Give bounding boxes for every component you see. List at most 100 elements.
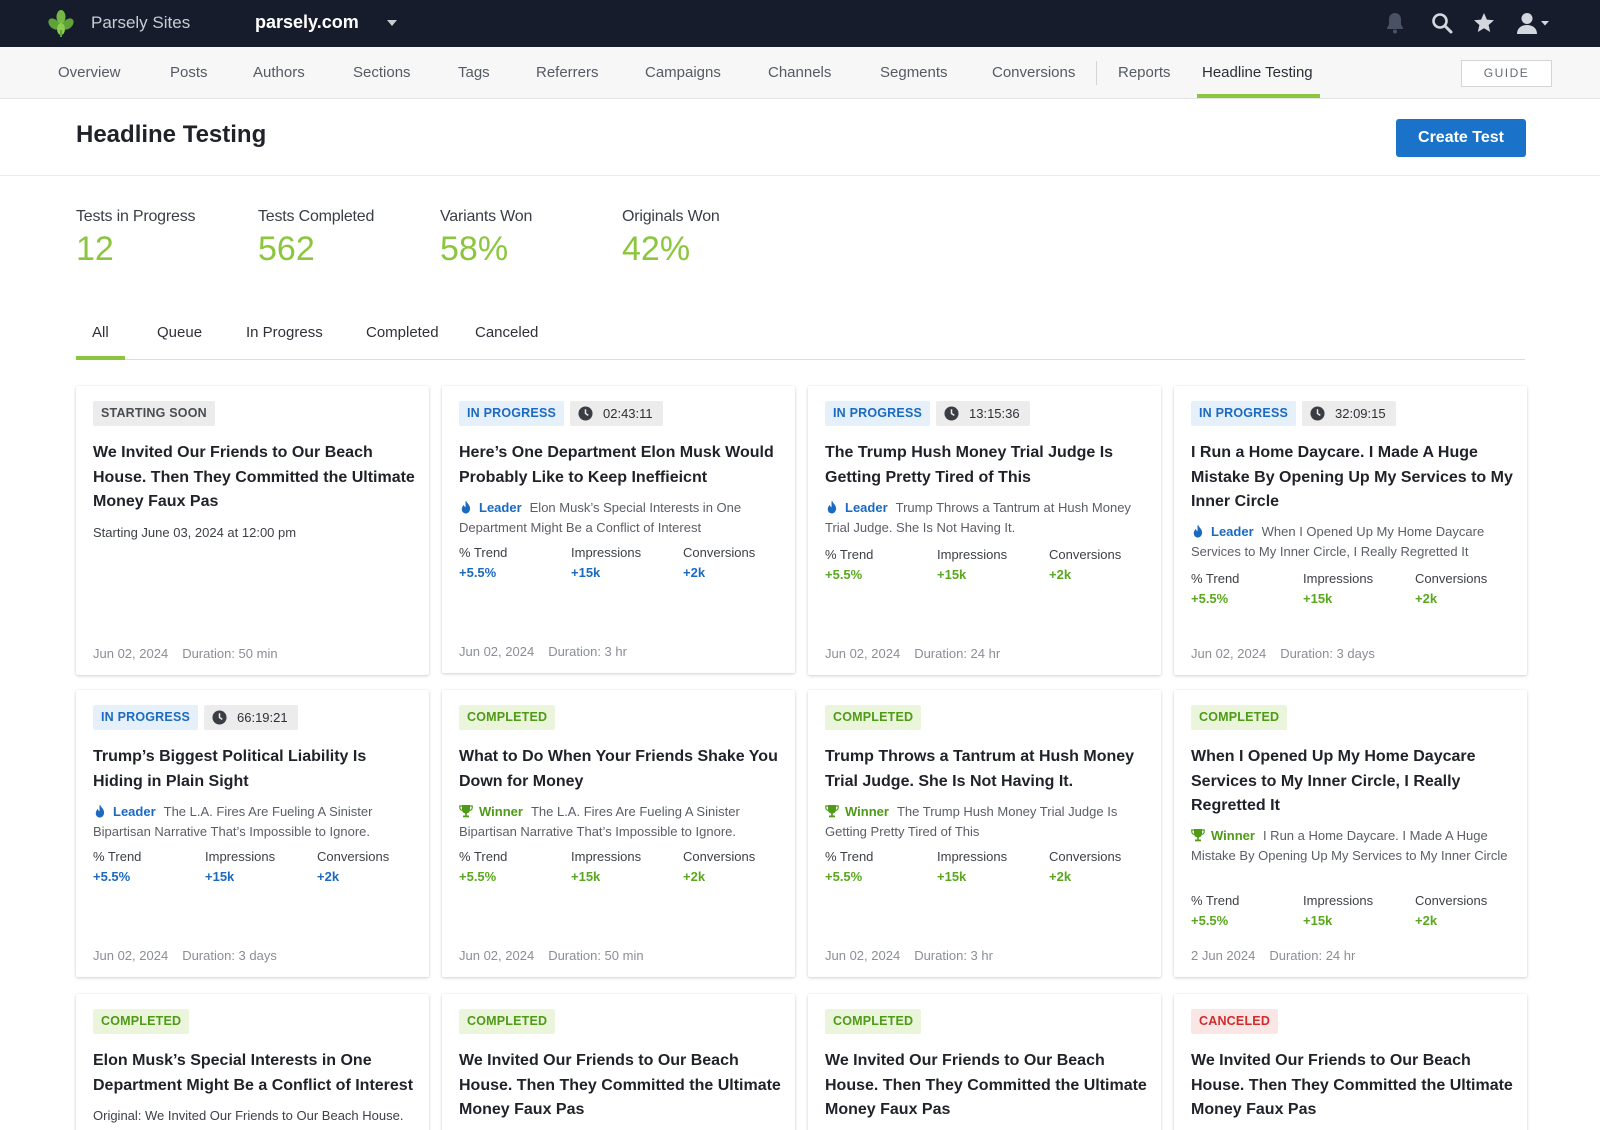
parsely-logo-icon[interactable]	[46, 8, 76, 38]
card-duration: Duration: 24 hr	[1269, 948, 1356, 963]
card-headline[interactable]: The Trump Hush Money Trial Judge Is Gett…	[825, 444, 1114, 486]
nav-channels[interactable]: Channels	[768, 64, 832, 81]
metric-value: +15k	[1303, 591, 1333, 606]
card-headline[interactable]: When I Opened Up My Home Daycare Service…	[1191, 748, 1476, 814]
trophy-icon	[1191, 829, 1205, 842]
metric-conversions: Conversions +2k	[317, 849, 389, 884]
status-badge: COMPLETED	[1191, 705, 1288, 730]
chevron-down-icon[interactable]	[387, 20, 397, 26]
metric-conversions: Conversions +2k	[1415, 571, 1487, 606]
start-time: Starting June 03, 2024 at 12:00 pm	[93, 525, 297, 540]
metric-conversions: Conversions +2k	[1415, 893, 1487, 928]
metric-conversions: Conversions +2k	[1049, 849, 1121, 884]
status-badge: COMPLETED	[825, 705, 922, 730]
metric-value: +5.5%	[459, 869, 497, 884]
stat-value: 12	[76, 230, 114, 268]
section-nav: Overview Posts Authors Sections Tags Ref…	[0, 47, 1600, 99]
guide-button[interactable]: GUIDE	[1461, 60, 1552, 87]
nav-headline-testing[interactable]: Headline Testing	[1202, 64, 1313, 81]
test-card[interactable]: COMPLETED Elon Musk’s Special Interests …	[76, 994, 429, 1130]
star-icon[interactable]	[1472, 11, 1496, 35]
metric-label: Impressions	[1303, 571, 1374, 586]
clock-icon	[944, 406, 959, 421]
card-headline[interactable]: Trump’s Biggest Political Liability Is H…	[93, 748, 367, 790]
tab-all[interactable]: All	[92, 324, 109, 341]
status-badge: COMPLETED	[93, 1009, 190, 1034]
status-badge: IN PROGRESS	[459, 401, 565, 426]
status-badge: COMPLETED	[459, 1009, 556, 1034]
metric-impressions: Impressions +15k	[1303, 571, 1373, 606]
timer-value: 66:19:21	[237, 710, 288, 725]
test-card[interactable]: COMPLETED What to Do When Your Friends S…	[442, 690, 795, 977]
test-card[interactable]: IN PROGRESS 32:09:15 I Run a Home Daycar…	[1174, 386, 1527, 675]
card-date: Jun 02, 2024	[459, 644, 535, 659]
metric-label: % Trend	[459, 849, 508, 864]
test-card[interactable]: IN PROGRESS 66:19:21 Trump’s Biggest Pol…	[76, 690, 429, 977]
nav-tags[interactable]: Tags	[458, 64, 490, 81]
nav-posts[interactable]: Posts	[170, 64, 208, 81]
metric-value: +5.5%	[825, 567, 863, 582]
nav-conversions[interactable]: Conversions	[992, 64, 1076, 81]
status-badge: STARTING SOON	[93, 401, 215, 426]
tab-queue[interactable]: Queue	[157, 324, 203, 341]
user-icon[interactable]	[1516, 11, 1550, 35]
card-headline[interactable]: We Invited Our Friends to Our Beach Hous…	[93, 444, 415, 510]
metric-label: Conversions	[1415, 571, 1488, 586]
metric-label: Impressions	[571, 545, 642, 560]
stat-value: 42%	[622, 230, 691, 268]
test-card[interactable]: STARTING SOON We Invited Our Friends to …	[76, 386, 429, 675]
timer: 02:43:11	[570, 401, 663, 426]
test-card[interactable]: COMPLETED When I Opened Up My Home Dayca…	[1174, 690, 1527, 977]
card-headline[interactable]: I Run a Home Daycare. I Made A Huge Mist…	[1191, 444, 1513, 510]
site-selector[interactable]: parsely.com	[255, 12, 359, 32]
winner-headline: The Trump Hush Money Trial Judge Is Gett…	[825, 804, 1118, 839]
metric-impressions: Impressions +15k	[571, 545, 641, 580]
metric-impressions: Impressions +15k	[937, 849, 1007, 884]
card-footer: 2 Jun 2024 Duration: 24 hr	[1191, 948, 1355, 963]
tab-completed[interactable]: Completed	[366, 324, 439, 341]
leader-variant: Leader When I Opened Up My Home Daycare S…	[1191, 522, 1509, 562]
leader-headline: Elon Musk’s Special Interests in One Dep…	[459, 500, 742, 535]
card-headline[interactable]: What to Do When Your Friends Shake You D…	[459, 748, 778, 790]
nav-overview[interactable]: Overview	[58, 64, 121, 81]
nav-authors[interactable]: Authors	[253, 64, 305, 81]
card-headline[interactable]: We Invited Our Friends to Our Beach Hous…	[1191, 1052, 1513, 1118]
create-test-button[interactable]: Create Test	[1396, 119, 1526, 157]
card-headline[interactable]: Trump Throws a Tantrum at Hush Money Tri…	[825, 748, 1135, 790]
nav-segments[interactable]: Segments	[880, 64, 948, 81]
metric-value: +5.5%	[825, 869, 863, 884]
metric-label: Conversions	[1415, 893, 1488, 908]
test-card[interactable]: COMPLETED Trump Throws a Tantrum at Hush…	[808, 690, 1161, 977]
metric-value: +5.5%	[93, 869, 131, 884]
card-date: Jun 02, 2024	[93, 948, 169, 963]
nav-campaigns[interactable]: Campaigns	[645, 64, 721, 81]
metric-conversions: Conversions +2k	[1049, 547, 1121, 582]
winner-label: Winner	[479, 804, 523, 819]
metric-label: Conversions	[1049, 547, 1122, 562]
metric-value: +2k	[1415, 913, 1438, 928]
stat-label: Tests in Progress	[76, 208, 196, 225]
card-headline[interactable]: Here’s One Department Elon Musk Would Pr…	[459, 444, 774, 486]
card-footer: Jun 02, 2024 Duration: 50 min	[93, 646, 278, 661]
tab-in-progress[interactable]: In Progress	[246, 324, 323, 341]
nav-sections[interactable]: Sections	[353, 64, 411, 81]
test-card[interactable]: CANCELED We Invited Our Friends to Our B…	[1174, 994, 1527, 1130]
metric-label: % Trend	[825, 849, 874, 864]
search-icon[interactable]	[1430, 11, 1454, 35]
nav-reports[interactable]: Reports	[1118, 64, 1171, 81]
nav-referrers[interactable]: Referrers	[536, 64, 599, 81]
test-card[interactable]: IN PROGRESS 02:43:11 Here’s One Departme…	[442, 386, 795, 673]
test-card[interactable]: COMPLETED We Invited Our Friends to Our …	[442, 994, 795, 1130]
status-badge: COMPLETED	[825, 1009, 922, 1034]
test-card[interactable]: IN PROGRESS 13:15:36 The Trump Hush Mone…	[808, 386, 1161, 675]
metric-value: +15k	[937, 567, 967, 582]
card-headline[interactable]: We Invited Our Friends to Our Beach Hous…	[825, 1052, 1147, 1118]
test-card[interactable]: COMPLETED We Invited Our Friends to Our …	[808, 994, 1161, 1130]
card-duration: Duration: 50 min	[182, 646, 278, 661]
metric-label: Conversions	[683, 545, 756, 560]
card-headline[interactable]: Elon Musk’s Special Interests in One Dep…	[93, 1052, 414, 1094]
metric-trend: % Trend +5.5%	[825, 547, 873, 582]
card-headline[interactable]: We Invited Our Friends to Our Beach Hous…	[459, 1052, 781, 1118]
bell-icon[interactable]	[1383, 11, 1407, 35]
tab-canceled[interactable]: Canceled	[475, 324, 539, 341]
